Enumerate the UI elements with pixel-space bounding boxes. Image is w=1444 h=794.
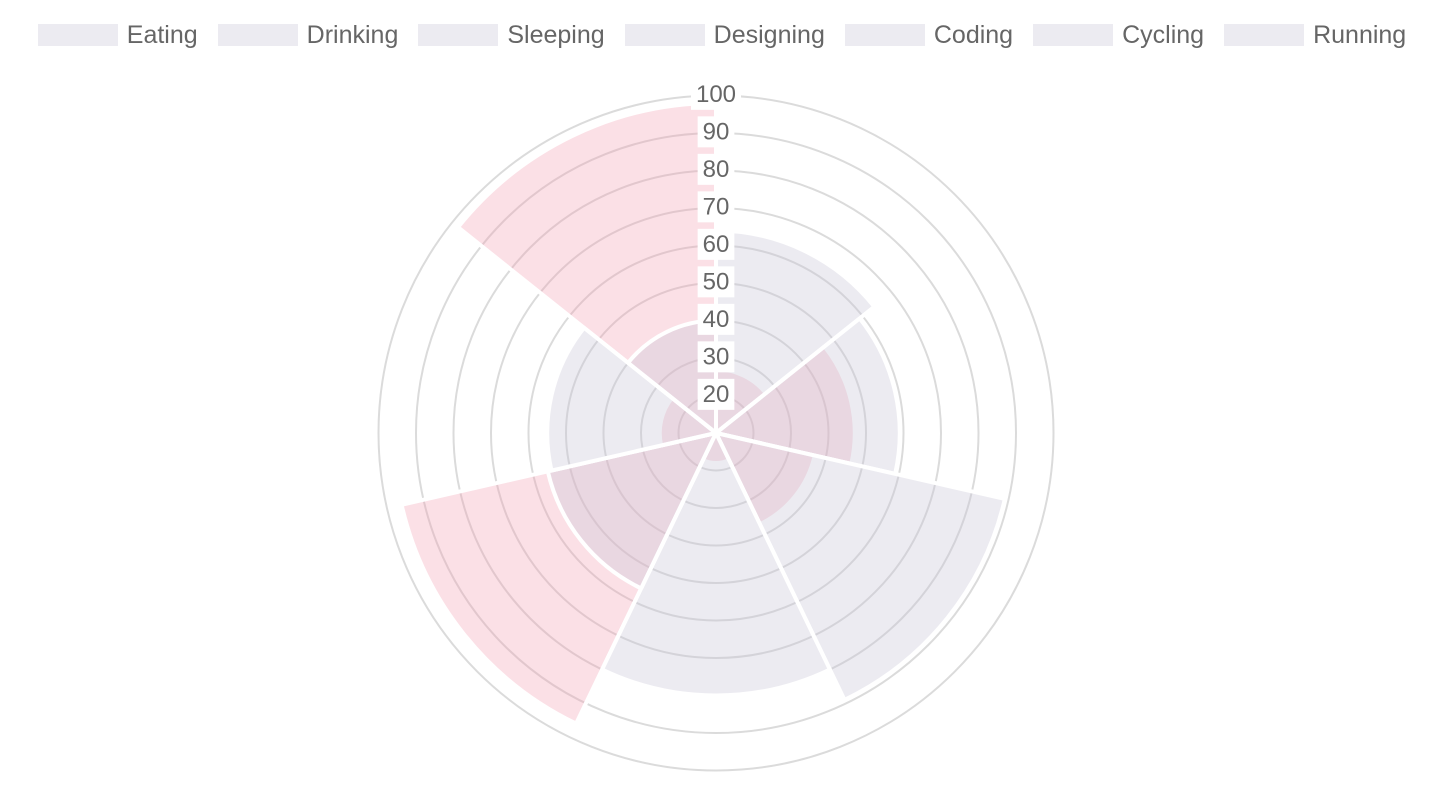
sector-dataset-1-pink-running[interactable] xyxy=(456,101,718,435)
tick-backdrop-30 xyxy=(697,341,735,373)
tick-label-30: 30 xyxy=(703,343,730,370)
tick-label-20: 20 xyxy=(703,381,730,408)
legend-item-eating[interactable]: Eating xyxy=(37,21,198,49)
tick-label-50: 50 xyxy=(703,268,730,295)
tick-label-100: 100 xyxy=(696,81,736,108)
legend-label-running: Running xyxy=(1313,21,1407,49)
legend-swatch-designing xyxy=(624,24,705,46)
sector-dataset-1-pink-coding[interactable] xyxy=(399,431,718,726)
tick-label-90: 90 xyxy=(703,118,730,145)
sector-dataset-0-gray-sleeping[interactable] xyxy=(714,431,1007,702)
tick-label-60: 60 xyxy=(703,231,730,258)
legend-label-coding: Coding xyxy=(933,21,1014,49)
sector-dataset-0-gray-cycling[interactable] xyxy=(545,325,718,473)
sector-dataset-0-gray-designing[interactable] xyxy=(600,431,832,698)
legend-item-cycling[interactable]: Cycling xyxy=(1033,21,1204,49)
radial-tick-labels: 20 30 40 50 60 70 80 90 100 xyxy=(690,78,742,410)
legend-label-sleeping: Sleeping xyxy=(507,21,605,49)
sector-dataset-0-gray-drinking[interactable] xyxy=(714,316,902,476)
legend-swatch-cycling xyxy=(1033,24,1114,46)
legend-swatch-sleeping xyxy=(418,24,499,46)
tick-backdrop-80 xyxy=(697,153,735,185)
tick-backdrop-50 xyxy=(697,266,735,298)
legend-label-cycling: Cycling xyxy=(1122,21,1205,49)
sector-dataset-1-pink-drinking[interactable] xyxy=(714,344,857,466)
tick-backdrop-90 xyxy=(697,116,735,148)
legend-item-drinking[interactable]: Drinking xyxy=(217,21,399,49)
tick-label-40: 40 xyxy=(703,306,730,333)
tick-backdrop-100 xyxy=(690,78,742,110)
legend-swatch-eating xyxy=(37,24,118,46)
tick-backdrop-70 xyxy=(697,191,735,223)
legend-swatch-drinking xyxy=(217,24,298,46)
legend-label-drinking: Drinking xyxy=(306,21,399,49)
tick-label-70: 70 xyxy=(703,193,730,220)
legend-label-eating: Eating xyxy=(126,21,198,49)
sector-dataset-1-pink-sleeping[interactable] xyxy=(714,431,817,527)
legend-swatch-running xyxy=(1224,24,1305,46)
tick-label-80: 80 xyxy=(703,156,730,183)
legend-item-coding[interactable]: Coding xyxy=(844,21,1014,49)
chart-legend: Eating Drinking Sleeping Designing Codin… xyxy=(0,21,1444,49)
legend-item-sleeping[interactable]: Sleeping xyxy=(418,21,605,49)
tick-backdrop-40 xyxy=(697,303,735,335)
legend-label-designing: Designing xyxy=(713,21,825,49)
series-dataset-0-gray xyxy=(545,228,1007,702)
sector-dataset-0-gray-coding[interactable] xyxy=(545,431,718,591)
legend-swatch-coding xyxy=(844,24,925,46)
legend-item-designing[interactable]: Designing xyxy=(624,21,825,49)
tick-backdrop-60 xyxy=(697,228,735,260)
legend-item-running[interactable]: Running xyxy=(1224,21,1406,49)
tick-backdrop-20 xyxy=(697,378,735,410)
